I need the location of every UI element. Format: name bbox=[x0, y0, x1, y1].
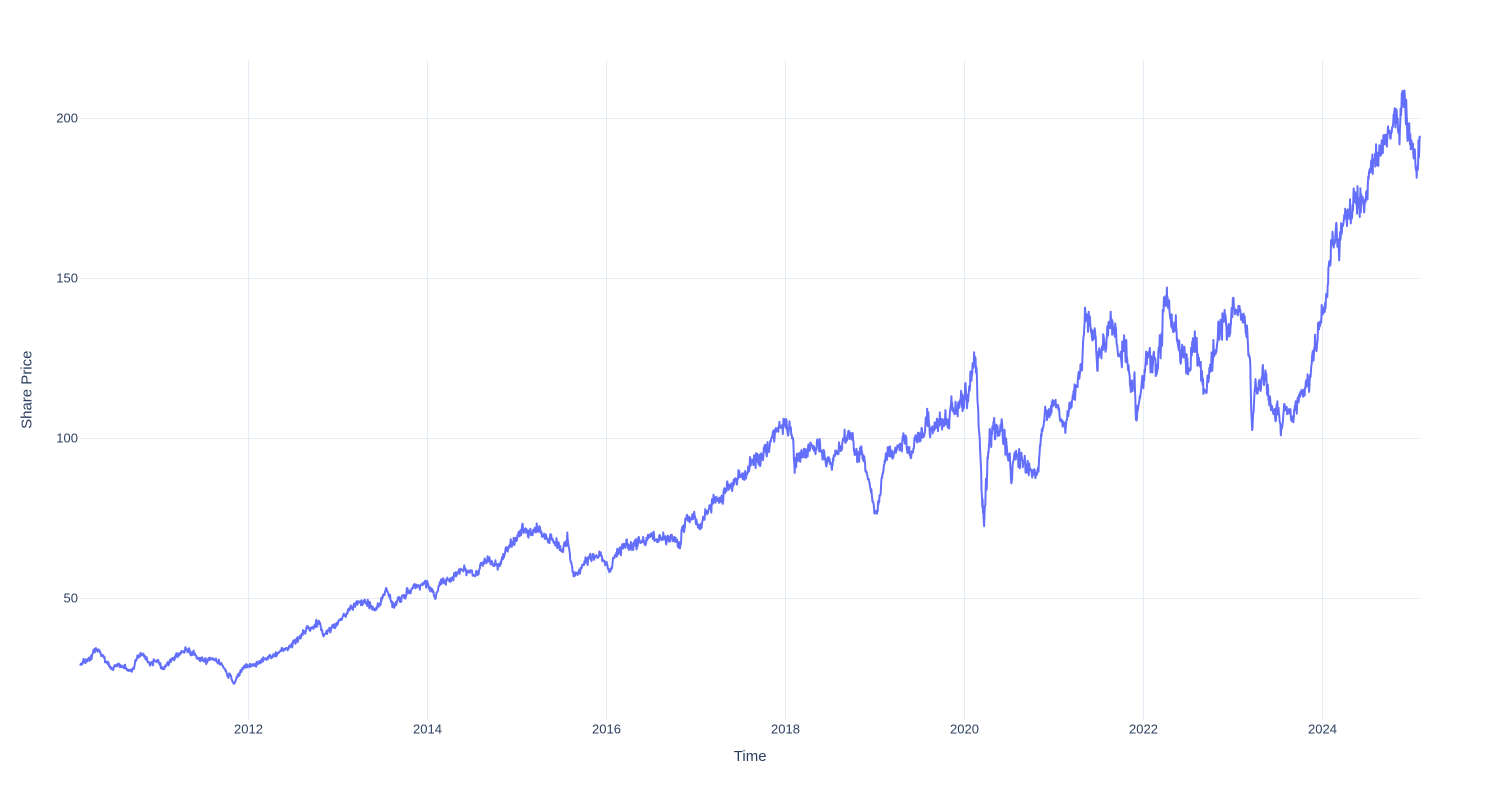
svg-text:Time: Time bbox=[734, 748, 767, 765]
svg-text:2024: 2024 bbox=[1308, 721, 1337, 736]
svg-text:2020: 2020 bbox=[950, 721, 979, 736]
svg-text:100: 100 bbox=[56, 430, 78, 445]
svg-text:2014: 2014 bbox=[413, 721, 442, 736]
svg-text:2018: 2018 bbox=[771, 721, 800, 736]
svg-text:Share Price: Share Price bbox=[19, 351, 36, 429]
svg-text:2022: 2022 bbox=[1129, 721, 1158, 736]
svg-text:200: 200 bbox=[56, 110, 78, 125]
svg-text:150: 150 bbox=[56, 270, 78, 285]
svg-text:2012: 2012 bbox=[234, 721, 263, 736]
svg-text:2016: 2016 bbox=[592, 721, 621, 736]
svg-text:50: 50 bbox=[64, 590, 78, 605]
